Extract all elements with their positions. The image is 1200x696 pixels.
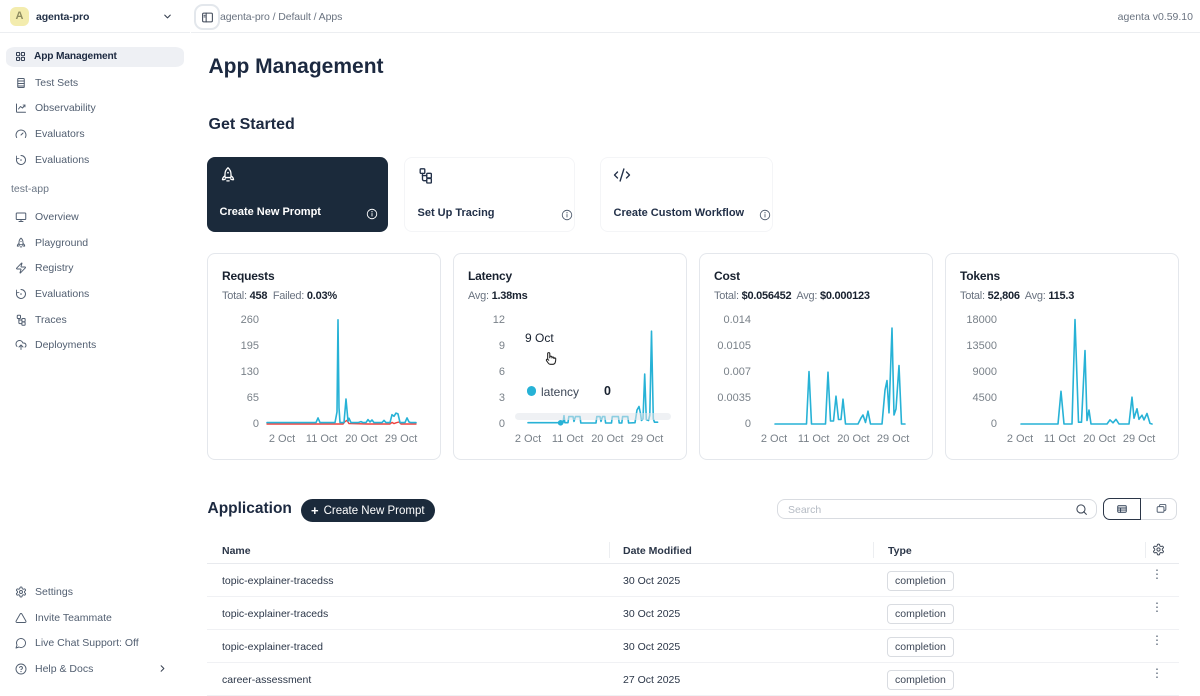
svg-text:11 Oct: 11 Oct (1044, 433, 1076, 445)
svg-text:9: 9 (499, 340, 505, 352)
svg-text:6: 6 (499, 366, 505, 378)
svg-text:3: 3 (499, 392, 505, 404)
svg-text:20 Oct: 20 Oct (837, 433, 869, 445)
svg-text:260: 260 (241, 314, 259, 326)
svg-text:130: 130 (241, 366, 259, 378)
svg-text:0.007: 0.007 (723, 366, 751, 378)
svg-text:20 Oct: 20 Oct (345, 433, 377, 445)
svg-text:0: 0 (991, 418, 997, 430)
svg-text:20 Oct: 20 Oct (1083, 433, 1115, 445)
svg-text:29 Oct: 29 Oct (1123, 433, 1155, 445)
svg-text:0.014: 0.014 (723, 314, 751, 326)
svg-text:0: 0 (745, 418, 751, 430)
svg-text:2 Oct: 2 Oct (515, 433, 541, 445)
svg-text:29 Oct: 29 Oct (385, 433, 417, 445)
svg-text:13500: 13500 (966, 340, 997, 352)
svg-text:0.0035: 0.0035 (717, 392, 751, 404)
svg-text:11 Oct: 11 Oct (306, 433, 338, 445)
svg-text:29 Oct: 29 Oct (877, 433, 909, 445)
svg-text:12: 12 (493, 314, 505, 326)
svg-text:195: 195 (241, 340, 259, 352)
svg-text:29 Oct: 29 Oct (631, 433, 663, 445)
svg-text:18000: 18000 (966, 314, 997, 326)
svg-text:20 Oct: 20 Oct (591, 433, 623, 445)
svg-text:4500: 4500 (973, 392, 997, 404)
svg-text:2 Oct: 2 Oct (269, 433, 295, 445)
svg-text:0: 0 (253, 418, 259, 430)
svg-text:2 Oct: 2 Oct (761, 433, 787, 445)
svg-text:0.0105: 0.0105 (717, 340, 751, 352)
svg-text:9000: 9000 (973, 366, 997, 378)
svg-text:2 Oct: 2 Oct (1007, 433, 1033, 445)
svg-text:0: 0 (499, 418, 505, 430)
svg-text:11 Oct: 11 Oct (552, 433, 584, 445)
svg-text:65: 65 (247, 392, 259, 404)
svg-text:11 Oct: 11 Oct (798, 433, 830, 445)
